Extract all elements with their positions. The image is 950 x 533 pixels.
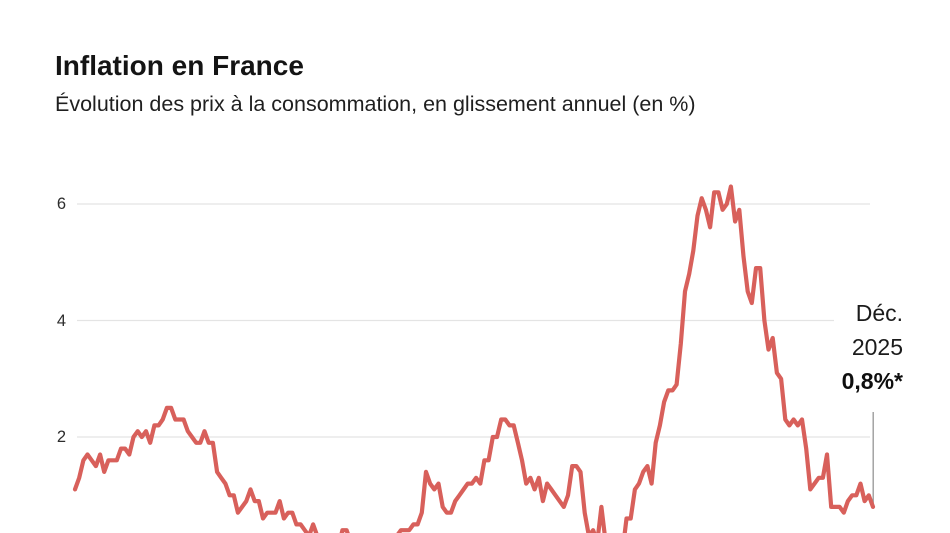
gridlines: [77, 203, 870, 438]
y-tick-label-4: 4: [56, 311, 66, 330]
chart-title: Inflation en France: [55, 50, 304, 81]
chart-subtitle: Évolution des prix à la consommation, en…: [55, 92, 696, 116]
annotation-month: Déc.: [855, 300, 903, 326]
y-tick-label-2: 2: [56, 428, 66, 446]
annotation-value: 0,8%*: [841, 368, 903, 394]
annotation-year: 2025: [851, 334, 903, 360]
y-tick-label-6: 6: [56, 195, 66, 213]
inflation-line-series: [72, 184, 876, 533]
annotation-dec-2025: Déc. 2025 0,8%*: [833, 296, 903, 398]
